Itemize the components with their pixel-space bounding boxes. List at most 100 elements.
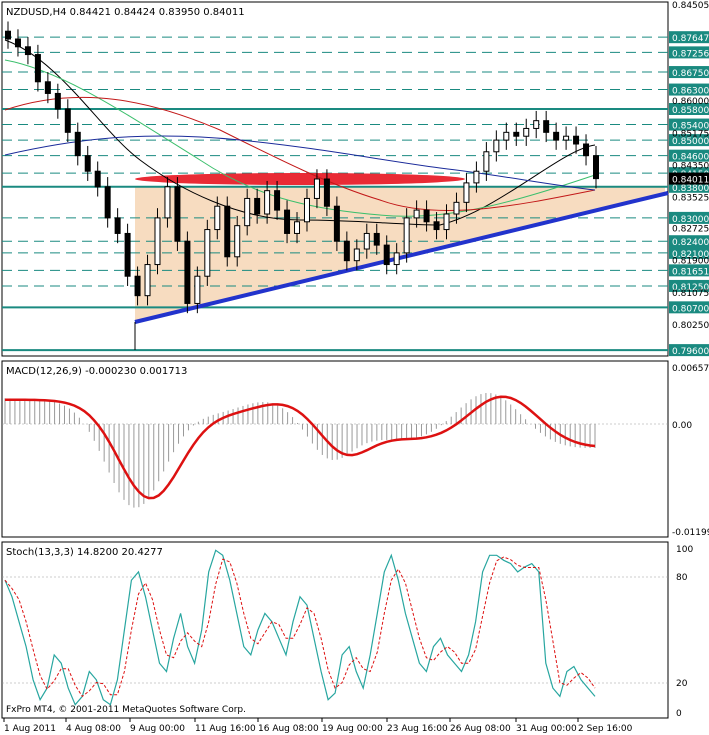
candle-body [24, 46, 31, 56]
time-label: 4 Aug 08:00 [66, 724, 121, 734]
candle-body [174, 186, 181, 242]
candle-body [44, 81, 51, 94]
level-label-0.86750: 0.86750 [672, 69, 709, 79]
candle-body [144, 264, 151, 297]
level-label-0.81651: 0.81651 [672, 267, 709, 277]
ma-blue [4, 135, 596, 191]
candle-body [254, 197, 261, 215]
candle-body [503, 131, 510, 141]
ma-green [4, 59, 596, 217]
candle-body [74, 131, 81, 157]
level-tag-0.85400 [669, 118, 709, 131]
candle-body [453, 201, 460, 215]
time-label: 1 Aug 2011 [4, 724, 56, 734]
candle-body [14, 38, 21, 48]
level-label-0.83000: 0.83000 [672, 215, 709, 225]
candle-body [573, 135, 580, 145]
current-price-label: 0.84011 [672, 176, 709, 186]
level-tag-0.85800 [669, 103, 709, 115]
candle-body [204, 229, 211, 277]
price-tick-0.81075: 0.81075 [672, 289, 709, 299]
level-tag-0.87256 [669, 46, 709, 59]
macd-title: MACD(12,26,9) -0.000230 0.001713 [6, 366, 187, 377]
time-axis: 1 Aug 2011 4 Aug 08:00 9 Aug 00:00 11 Aug 1… [3, 718, 633, 734]
candle-body [94, 170, 101, 188]
level-label-0.85000: 0.85000 [672, 137, 709, 147]
candle-body [154, 217, 161, 266]
candle-body [493, 139, 500, 153]
time-label: 19 Aug 00:00 [322, 724, 383, 734]
candle-body [353, 248, 360, 262]
level-tag-0.82100 [669, 246, 709, 259]
price-tick-0.81900: 0.81900 [672, 257, 709, 267]
candle-body [543, 120, 550, 133]
candle-body [124, 232, 131, 277]
level-label-0.83800: 0.83800 [672, 184, 709, 194]
level-label-0.81250: 0.81250 [672, 283, 709, 293]
candle-body [373, 232, 380, 246]
level-label-0.82100: 0.82100 [672, 250, 709, 260]
candle-body [483, 151, 490, 172]
level-tag-0.82400 [669, 235, 709, 248]
level-label-0.87647: 0.87647 [672, 34, 709, 44]
candle-body [234, 225, 241, 258]
stoch-tick-100: 100 [676, 545, 693, 555]
level-tag-0.80700 [669, 301, 709, 314]
price-tick-low: 0.80250 [672, 321, 709, 331]
level-label-0.86300: 0.86300 [672, 87, 709, 97]
price-tick-0.86000: 0.86000 [672, 97, 709, 107]
level-tag-0.86750 [669, 66, 709, 79]
level-label-0.87256: 0.87256 [672, 49, 709, 59]
level-tag-0.85000 [669, 134, 709, 147]
candle-body [423, 209, 430, 223]
candle-body [313, 178, 320, 199]
candle-body [214, 205, 221, 231]
stoch-panel[interactable] [1, 541, 669, 719]
candle-body [323, 178, 330, 207]
level-label-0.85800: 0.85800 [672, 106, 709, 116]
ma-red [4, 96, 596, 212]
level-tag-0.84600 [669, 149, 709, 162]
macd-histogram [4, 393, 596, 508]
candle-body [583, 143, 590, 157]
candle-body [244, 197, 251, 227]
candle-body [383, 244, 390, 266]
level-tag-0.81250 [669, 279, 709, 292]
time-label: 2 Sep 16:00 [578, 724, 633, 734]
macd-tick-zero: 0.00 [672, 421, 692, 431]
stoch-tick-0: 0 [676, 709, 682, 719]
price-tick-top: 0.84505 [672, 1, 709, 11]
candle-body [563, 135, 570, 141]
candle-body [264, 190, 271, 215]
candle-body [194, 275, 201, 304]
stoch-tick-20: 20 [676, 679, 688, 689]
level-label-0.79600: 0.79600 [672, 347, 709, 357]
stoch-tick-80: 80 [676, 573, 688, 583]
time-label: 11 Aug 16:00 [195, 724, 256, 734]
candle-body [473, 170, 480, 184]
level-label-0.85400: 0.85400 [672, 122, 709, 132]
price-tick-0.84350: 0.84350 [672, 161, 709, 171]
candle-body [54, 92, 61, 110]
level-tag-0.81651 [669, 264, 709, 277]
level-tag-0.86300 [669, 83, 709, 96]
copyright-text: FxPro MT4, © 2001-2011 MetaQuotes Softwa… [6, 705, 246, 715]
main-panel-title: NZDUSD,H4 0.84421 0.84424 0.83950 0.8401… [6, 7, 245, 18]
support-trendline [134, 191, 669, 324]
level-tag-0.87647 [669, 31, 709, 44]
candle-body [64, 108, 71, 133]
candle-body [274, 190, 281, 211]
candle-body [533, 120, 540, 129]
candle-body [114, 217, 121, 234]
candle-body [164, 186, 171, 219]
price-tick-0.82725: 0.82725 [672, 225, 709, 235]
ma-black [4, 39, 596, 226]
candle-body [463, 182, 470, 203]
level-tag-0.79600 [669, 344, 709, 357]
candle-body [34, 54, 41, 83]
time-label: 9 Aug 00:00 [130, 724, 185, 734]
candle-body [433, 221, 440, 231]
candle-body [443, 213, 450, 231]
price-axis: 0.87647 0.87256 0.86750 0.86300 0.85800 0.854… [669, 1, 709, 357]
